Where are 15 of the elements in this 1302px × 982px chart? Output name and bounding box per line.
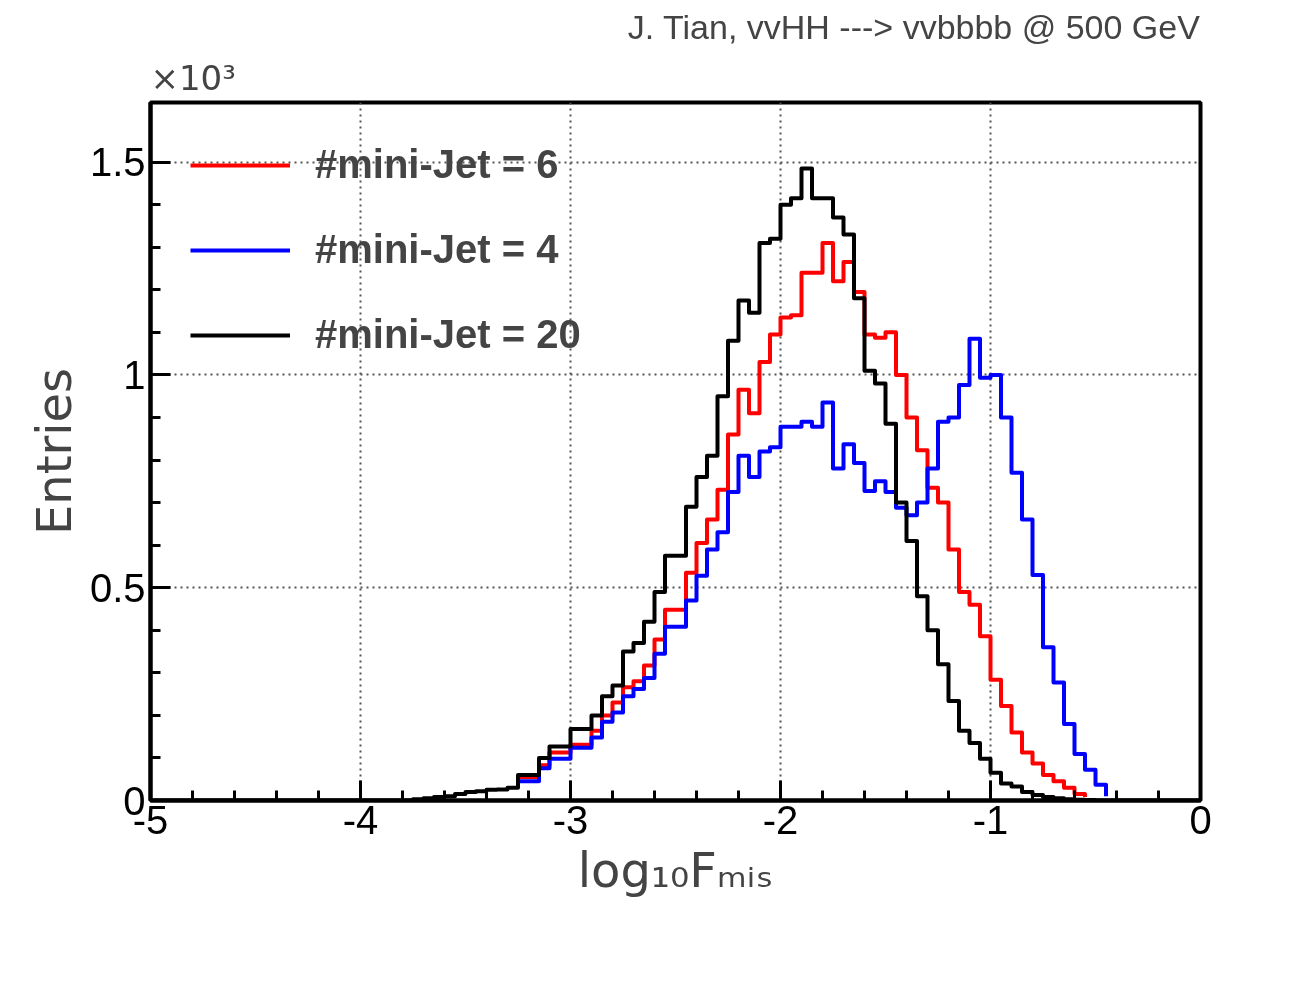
x-tick-label: -4 bbox=[342, 797, 379, 842]
y-tick-label: 1 bbox=[123, 352, 146, 397]
x-tick-label: -3 bbox=[552, 797, 589, 842]
x-tick-label: 0 bbox=[1189, 797, 1212, 842]
y-tick-label: 0.5 bbox=[89, 565, 146, 610]
x-tick-label: -2 bbox=[762, 797, 799, 842]
legend-label: #mini-Jet = 6 bbox=[315, 142, 559, 187]
legend-label: #mini-Jet = 20 bbox=[315, 312, 581, 357]
chart-title: J. Tian, vvHH ---> vvbbbb @ 500 GeV bbox=[627, 7, 1201, 46]
text: ×10³ bbox=[150, 57, 236, 98]
y-axis-title: Entries bbox=[25, 367, 82, 536]
legend-label: #mini-Jet = 4 bbox=[315, 227, 559, 272]
x-tick-label: -1 bbox=[972, 797, 1009, 842]
y-tick-label: 1.5 bbox=[89, 140, 146, 185]
x-axis-title: log₁₀Fₘᵢₛ bbox=[577, 841, 774, 898]
